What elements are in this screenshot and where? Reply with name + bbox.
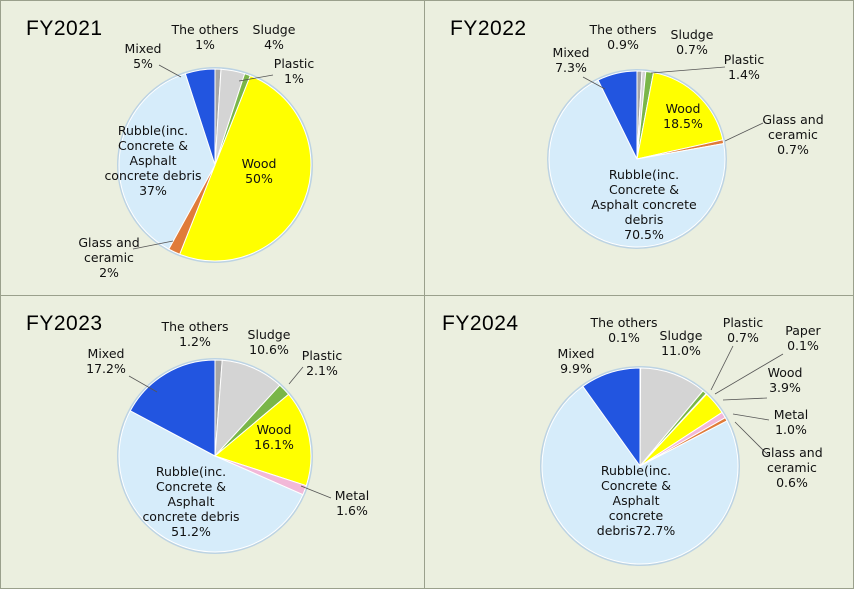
slice-label-plastic: Plastic 0.7% bbox=[723, 315, 764, 345]
chart-title: FY2022 bbox=[450, 17, 527, 40]
slice-label-glass-and-ceramic: Glass and ceramic 0.7% bbox=[762, 112, 823, 157]
pie-slice-wood bbox=[636, 71, 724, 160]
leader-line-mixed bbox=[582, 76, 606, 90]
slice-label-plastic: Plastic 1.4% bbox=[724, 52, 765, 82]
slice-label-wood: Wood 3.9% bbox=[768, 365, 803, 395]
chart-title: FY2023 bbox=[26, 312, 103, 335]
slice-label-paper: Paper 0.1% bbox=[785, 323, 821, 353]
slice-label-the-others: The others 1.2% bbox=[160, 319, 228, 349]
slice-label-sludge: Sludge 4% bbox=[253, 22, 296, 52]
leader-line-glass-and-ceramic bbox=[724, 122, 764, 142]
leader-line-wood bbox=[722, 397, 768, 401]
chart-title: FY2021 bbox=[26, 17, 103, 40]
leader-line-plastic bbox=[288, 366, 304, 385]
leader-line-mixed bbox=[128, 375, 158, 393]
leader-line-metal bbox=[732, 413, 770, 421]
slice-label-mixed: Mixed 17.2% bbox=[86, 346, 126, 376]
slice-label-metal: Metal 1.6% bbox=[335, 488, 370, 518]
slice-label-plastic: Plastic 2.1% bbox=[302, 348, 343, 378]
slice-label-the-others: The others 1% bbox=[170, 22, 238, 52]
pie-chart-fy2024: The others 0.1% Sludge 11.0% Plastic 0.7% Pape… bbox=[540, 315, 823, 566]
leader-line-paper bbox=[714, 353, 784, 395]
pie-panel-fy2023: FY2023 The others 1.2% Sludge 10.6% Plastic 2… bbox=[0, 295, 425, 589]
slice-label-rubble-inc-concrete-asphalt-concrete-debris: Rubble(inc. Concrete & Asphalt concrete deb… bbox=[591, 167, 697, 242]
chart-title: FY2024 bbox=[442, 312, 519, 335]
pie-slice-mixed bbox=[597, 70, 638, 160]
slice-label-mixed: Mixed 7.3% bbox=[553, 45, 590, 75]
slice-label-sludge: Sludge 11.0% bbox=[660, 328, 703, 358]
leader-line-plastic bbox=[710, 345, 734, 391]
pie-slice-wood bbox=[213, 393, 312, 487]
leader-line-mixed bbox=[158, 64, 182, 78]
pie-chart-fy2022: The others 0.9% Sludge 0.7% Plastic 1.4% Wood 1… bbox=[547, 22, 824, 249]
slice-label-mixed: Mixed 9.9% bbox=[558, 346, 595, 376]
slice-label-glass-and-ceramic: Glass and ceramic 0.6% bbox=[761, 445, 822, 490]
pie-panel-fy2021: FY2021 The others 1% Sludge 4% Plastic 1% Wood… bbox=[0, 0, 425, 296]
pie-slice-mixed bbox=[582, 367, 641, 468]
slice-label-plastic: Plastic 1% bbox=[274, 56, 315, 86]
slice-label-glass-and-ceramic: Glass and ceramic 2% bbox=[78, 235, 139, 280]
slice-label-wood: Wood 50% bbox=[242, 156, 277, 186]
pie-panel-fy2024: FY2024 The others 0.1% Sludge 11.0% Plastic 0… bbox=[424, 295, 854, 589]
slice-label-rubble-inc-concrete-asphalt-concrete-debris: Rubble(inc. Concrete & Asphalt concrete debr… bbox=[597, 463, 676, 538]
leader-line-glass-and-ceramic bbox=[734, 421, 770, 457]
pie-slice-sludge bbox=[639, 367, 704, 468]
slice-label-the-others: The others 0.9% bbox=[588, 22, 656, 52]
slice-label-sludge: Sludge 10.6% bbox=[248, 327, 291, 357]
pie-slice-rubble-inc-concrete-asphalt-concrete-debris bbox=[118, 73, 216, 250]
leader-line-plastic bbox=[650, 66, 726, 74]
pie-slice-rubble-inc-concrete-asphalt-concrete-debris bbox=[118, 410, 304, 553]
pie-slice-rubble-inc-concrete-asphalt-concrete-debris bbox=[541, 385, 739, 565]
leader-line-plastic bbox=[238, 74, 274, 82]
slice-label-sludge: Sludge 0.7% bbox=[671, 27, 714, 57]
slice-label-wood: Wood 16.1% bbox=[254, 422, 294, 452]
pie-slice-wood bbox=[179, 75, 312, 262]
pie-slice-mixed bbox=[129, 359, 216, 457]
slice-label-wood: Wood 18.5% bbox=[663, 101, 703, 131]
pie-chart-fy2023: The others 1.2% Sludge 10.6% Plastic 2.1% Wood… bbox=[86, 319, 370, 554]
pie-chart-fy2021: The others 1% Sludge 4% Plastic 1% Wood 50% Glas… bbox=[78, 22, 315, 280]
slice-label-mixed: Mixed 5% bbox=[125, 41, 162, 71]
pie-slice-rubble-inc-concrete-asphalt-concrete-debris bbox=[548, 79, 726, 248]
leader-line-glass-and-ceramic bbox=[132, 240, 174, 250]
pie-slice-mixed bbox=[184, 68, 216, 166]
slice-label-metal: Metal 1.0% bbox=[774, 407, 809, 437]
leader-line-metal bbox=[300, 485, 332, 499]
pie-panel-fy2022: FY2022 The others 0.9% Sludge 0.7% Plastic 1.… bbox=[424, 0, 854, 296]
slice-label-rubble-inc-concrete-asphalt-concrete-debris: Rubble(inc. Concrete & Asphalt concrete deb… bbox=[104, 123, 201, 198]
slice-label-the-others: The others 0.1% bbox=[589, 315, 657, 345]
slice-label-rubble-inc-concrete-asphalt-concrete-debris: Rubble(inc. Concrete & Asphalt concrete deb… bbox=[142, 464, 239, 539]
